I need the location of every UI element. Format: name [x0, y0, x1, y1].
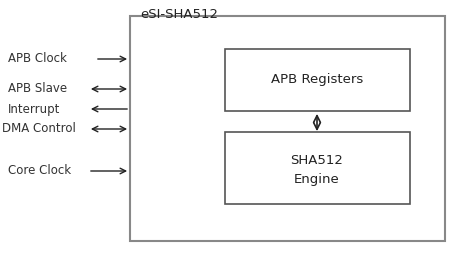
Bar — [224, 49, 409, 111]
Text: APB Registers: APB Registers — [270, 74, 362, 87]
Text: SHA512: SHA512 — [290, 155, 343, 168]
Text: APB Slave: APB Slave — [8, 83, 67, 96]
Bar — [130, 16, 444, 241]
Text: Interrupt: Interrupt — [8, 103, 60, 116]
Text: Engine: Engine — [293, 172, 339, 185]
Text: APB Clock: APB Clock — [8, 53, 67, 66]
Bar — [224, 132, 409, 204]
Text: DMA Control: DMA Control — [2, 123, 76, 135]
Text: eSI-SHA512: eSI-SHA512 — [140, 8, 218, 21]
Text: Core Clock: Core Clock — [8, 164, 71, 177]
